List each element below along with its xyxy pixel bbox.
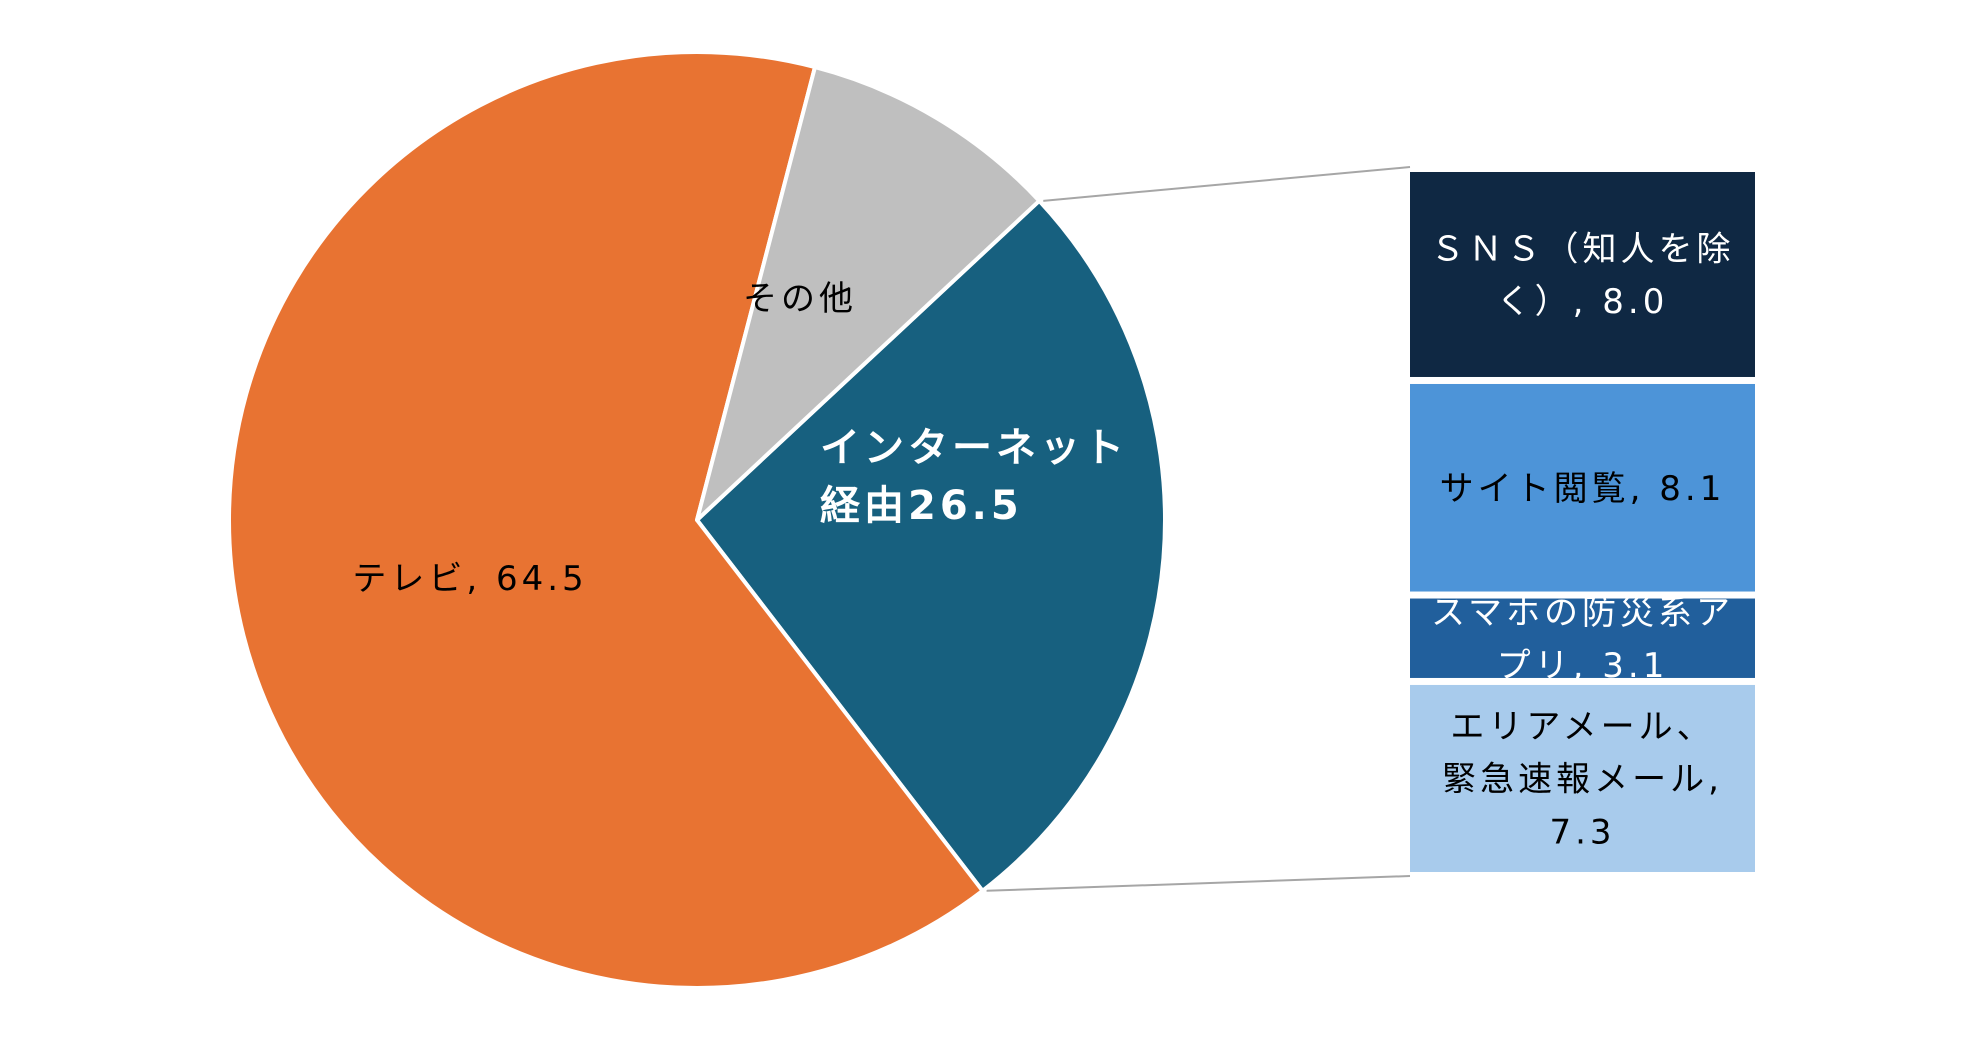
slice-label-tv: テレビ, 64.5 (352, 559, 587, 599)
slice-other (695, 65, 1042, 522)
bar-label-mail: エリアメール、緊急速報メール, 7.3 (1442, 707, 1723, 852)
connector-top (1043, 166, 1411, 202)
slice-internet (695, 198, 1167, 893)
slice-label-other: その他 (743, 279, 857, 319)
bar-segment-app (1410, 598, 1755, 678)
breakdown-bar: ＳＮＳ（知人を除く）, 8.0 サイト閲覧, 8.1 スマホの防災系アプリ, 3.1… (1410, 172, 1755, 872)
bar-label-sns: ＳＮＳ（知人を除く）, 8.0 (1431, 229, 1735, 322)
bar-label-app: スマホの防災系アプリ, 3.1 (1431, 593, 1734, 686)
pie: インターネット経由26.5 テレビ, 64.5 その他 (227, 50, 1167, 990)
bar-segment-sns (1410, 172, 1755, 377)
slice-label-internet: インターネット経由26.5 (820, 425, 1128, 529)
connector-bottom (986, 875, 1411, 892)
bar-segment-site (1410, 383, 1755, 592)
slice-tv (227, 50, 985, 990)
bar-segment-mail (1410, 684, 1755, 872)
bar-label-site: サイト閲覧, 8.1 (1440, 469, 1726, 509)
connector-lines (986, 166, 1411, 892)
